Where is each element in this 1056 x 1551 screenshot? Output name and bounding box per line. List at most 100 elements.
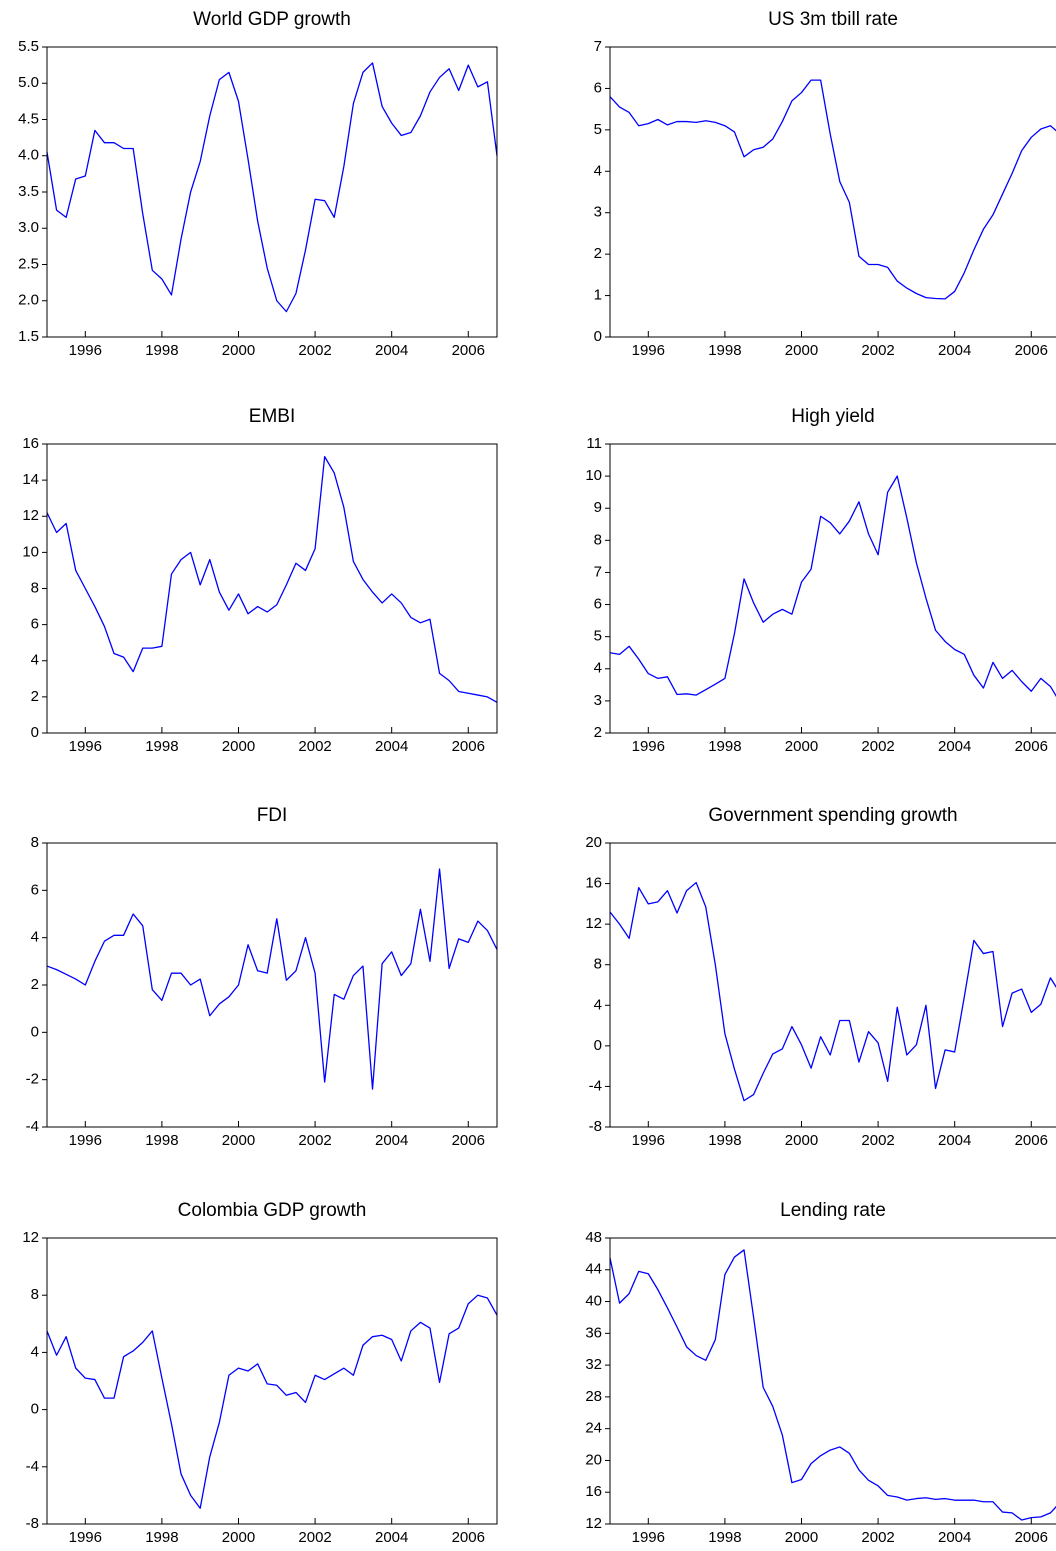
y-tick-label: 12 — [585, 1515, 602, 1532]
x-tick-label: 2004 — [938, 1529, 971, 1546]
data-line — [609, 1249, 1056, 1521]
x-tick-label: 2006 — [452, 738, 485, 755]
y-tick-label: 3.5 — [18, 183, 39, 200]
y-tick-label: 2 — [31, 688, 39, 705]
y-tick-label: 0 — [31, 724, 39, 741]
plot-frame — [609, 842, 1056, 1128]
y-tick-label: -4 — [26, 1458, 39, 1475]
chart-title: World GDP growth — [193, 9, 351, 30]
y-tick-label: 2 — [594, 245, 602, 262]
y-tick-label: 5 — [594, 628, 602, 645]
y-tick-label: 14 — [22, 471, 39, 488]
y-tick-label: 7 — [594, 38, 602, 55]
y-tick-label: 36 — [585, 1324, 602, 1341]
y-tick-label: 44 — [585, 1261, 602, 1278]
chart-title: Colombia GDP growth — [178, 1200, 367, 1221]
x-tick-label: 2002 — [861, 738, 894, 755]
x-tick-label: 1998 — [145, 1529, 178, 1546]
y-tick-label: 3.0 — [18, 219, 39, 236]
plot-frame — [46, 842, 498, 1128]
x-tick-label: 1996 — [69, 342, 102, 359]
y-tick-label: 7 — [594, 563, 602, 580]
x-tick-label: 2002 — [298, 1529, 331, 1546]
y-tick-label: 12 — [22, 1229, 39, 1246]
y-tick-label: 1.5 — [18, 328, 39, 345]
x-tick-label: 1996 — [632, 738, 665, 755]
x-tick-label: 1996 — [69, 1529, 102, 1546]
y-tick-label: 8 — [31, 834, 39, 851]
x-tick-label: 2004 — [375, 342, 408, 359]
y-tick-label: 4.0 — [18, 147, 39, 164]
x-tick-label: 2000 — [785, 1132, 818, 1149]
x-tick-label: 2000 — [785, 738, 818, 755]
y-tick-label: 2.5 — [18, 255, 39, 272]
y-tick-label: 8 — [31, 1286, 39, 1303]
x-tick-label: 2004 — [938, 738, 971, 755]
y-tick-label: -8 — [26, 1515, 39, 1532]
y-tick-label: 10 — [22, 543, 39, 560]
x-tick-label: 2002 — [861, 342, 894, 359]
x-tick-label: 2004 — [375, 1529, 408, 1546]
y-tick-label: 2.0 — [18, 292, 39, 309]
y-tick-label: 6 — [31, 616, 39, 633]
x-tick-label: 1996 — [632, 1132, 665, 1149]
x-tick-label: 2002 — [861, 1529, 894, 1546]
y-tick-label: 40 — [585, 1293, 602, 1310]
x-tick-label: 2000 — [222, 1529, 255, 1546]
chart-title: EMBI — [249, 406, 295, 427]
y-tick-label: 6 — [594, 79, 602, 96]
x-tick-label: 2002 — [298, 738, 331, 755]
y-tick-label: 24 — [585, 1420, 602, 1437]
y-tick-label: 48 — [585, 1229, 602, 1246]
y-tick-label: -8 — [589, 1118, 602, 1135]
y-tick-label: 9 — [594, 499, 602, 516]
y-tick-label: 3 — [594, 204, 602, 221]
chart-title: US 3m tbill rate — [768, 9, 898, 30]
y-tick-label: 12 — [22, 507, 39, 524]
y-tick-label: 32 — [585, 1356, 602, 1373]
y-tick-label: 5.0 — [18, 74, 39, 91]
y-tick-label: 1 — [594, 287, 602, 304]
y-tick-label: 0 — [594, 1037, 602, 1054]
x-tick-label: 2004 — [375, 738, 408, 755]
data-line — [46, 868, 498, 1090]
x-tick-label: 2002 — [298, 1132, 331, 1149]
x-tick-label: 2006 — [452, 1132, 485, 1149]
plot-frame — [609, 46, 1056, 338]
x-tick-label: 2006 — [1015, 342, 1048, 359]
x-tick-label: 2004 — [938, 342, 971, 359]
y-tick-label: 5 — [594, 121, 602, 138]
y-tick-label: 28 — [585, 1388, 602, 1405]
y-tick-label: 16 — [585, 875, 602, 892]
chart-title: High yield — [791, 406, 874, 427]
x-tick-label: 1998 — [708, 738, 741, 755]
x-tick-label: 2006 — [452, 1529, 485, 1546]
y-tick-label: 10 — [585, 467, 602, 484]
x-tick-label: 2002 — [861, 1132, 894, 1149]
x-tick-label: 1998 — [708, 1529, 741, 1546]
y-tick-label: 6 — [594, 596, 602, 613]
y-tick-label: 20 — [585, 1451, 602, 1468]
x-tick-label: 2006 — [1015, 1529, 1048, 1546]
chart-title: FDI — [257, 805, 288, 826]
y-tick-label: 8 — [594, 956, 602, 973]
plot-frame — [609, 1237, 1056, 1525]
y-tick-label: 8 — [594, 531, 602, 548]
x-tick-label: 1996 — [69, 1132, 102, 1149]
data-line — [46, 62, 498, 313]
y-tick-label: 16 — [22, 435, 39, 452]
x-tick-label: 2000 — [222, 342, 255, 359]
data-line — [609, 881, 1056, 1102]
x-tick-label: 1996 — [69, 738, 102, 755]
y-tick-label: 4 — [31, 1343, 39, 1360]
y-tick-label: 2 — [31, 976, 39, 993]
x-tick-label: 2004 — [375, 1132, 408, 1149]
y-tick-label: 4 — [594, 660, 602, 677]
data-line — [609, 475, 1056, 698]
data-line — [609, 79, 1056, 300]
x-tick-label: 2004 — [938, 1132, 971, 1149]
y-tick-label: -4 — [589, 1077, 602, 1094]
y-tick-label: 5.5 — [18, 38, 39, 55]
